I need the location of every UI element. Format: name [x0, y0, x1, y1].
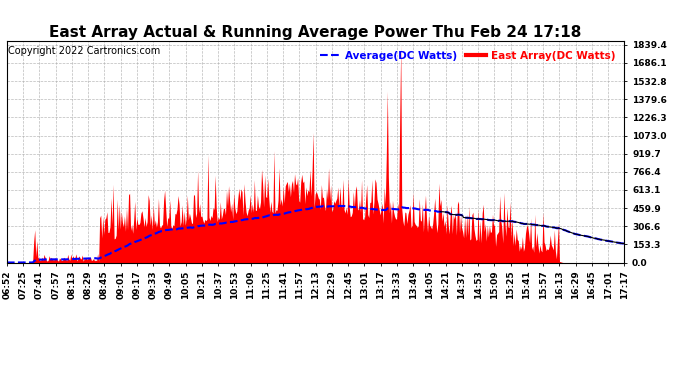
Legend: Average(DC Watts), East Array(DC Watts): Average(DC Watts), East Array(DC Watts) [316, 46, 619, 65]
Title: East Array Actual & Running Average Power Thu Feb 24 17:18: East Array Actual & Running Average Powe… [50, 25, 582, 40]
Text: Copyright 2022 Cartronics.com: Copyright 2022 Cartronics.com [8, 46, 160, 56]
